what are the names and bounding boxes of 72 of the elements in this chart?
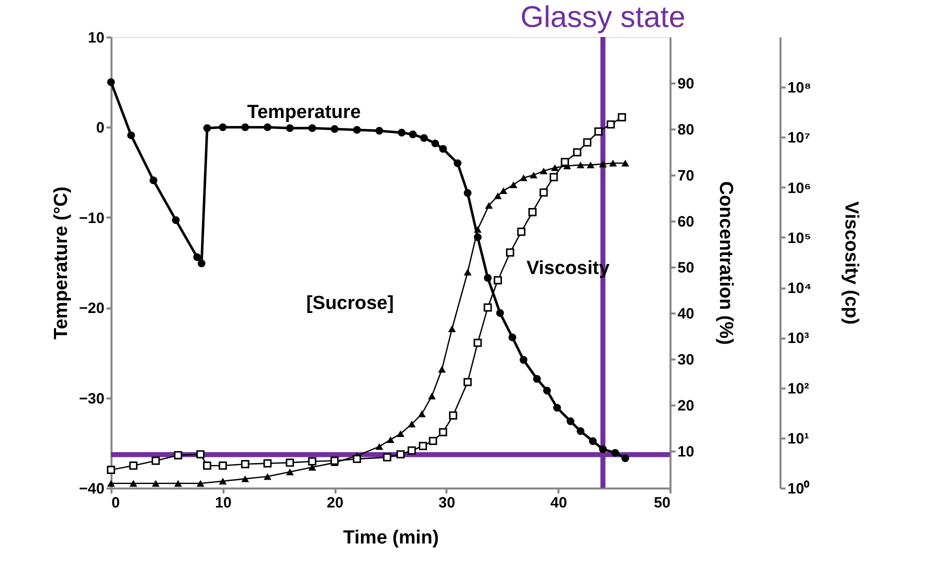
y2-tick-label: 90	[678, 76, 694, 93]
point	[594, 127, 603, 136]
y2-tick-label: 10	[678, 444, 694, 461]
point	[263, 459, 272, 468]
y2-tick-label: 80	[678, 122, 694, 139]
y-tick-label: 0	[96, 120, 104, 137]
point	[308, 457, 316, 466]
y-tick-label: 10	[88, 30, 104, 46]
y2-tick-label: 30	[678, 352, 694, 369]
x-tick-label: 20	[326, 494, 344, 512]
y3-tick-label: 10⁶	[788, 180, 812, 197]
y3-tick-label: 10¹	[788, 430, 810, 448]
annotation: Temperature	[247, 102, 361, 123]
point	[396, 450, 405, 458]
point	[484, 303, 492, 312]
point	[449, 411, 458, 420]
x-tick-label: 30	[438, 494, 456, 512]
point	[494, 276, 502, 284]
point	[152, 456, 160, 465]
x-tick-label: 0	[112, 494, 120, 512]
y2-axis-title: Concentration (%)	[715, 181, 736, 345]
x-axis-title: Time (min)	[343, 528, 439, 548]
y3-tick-label: 10⁸	[788, 80, 812, 97]
point	[618, 113, 626, 122]
y3-tick-label: 10³	[788, 330, 810, 348]
point	[550, 173, 558, 182]
y2-tick-label: 70	[678, 168, 694, 185]
y-tick-label: −40	[79, 480, 104, 498]
y3-tick-label: 10⁵	[788, 230, 812, 247]
y-axis-title: Temperature (°C)	[51, 186, 72, 340]
y-tick-label: −10	[79, 210, 104, 227]
y2-tick-label: 50	[678, 260, 694, 277]
point	[528, 208, 537, 216]
point	[286, 458, 294, 467]
y3-tick-label: 10⁷	[788, 130, 810, 147]
annotation: [Sucrose]	[306, 293, 394, 314]
y-tick-label: −30	[79, 390, 104, 408]
point	[203, 461, 212, 470]
point	[438, 428, 448, 436]
point	[573, 148, 582, 156]
point	[106, 466, 116, 474]
point	[408, 446, 416, 455]
point	[517, 228, 526, 236]
x-tick-label: 50	[654, 494, 670, 512]
y3-tick-label: 10⁴	[788, 280, 812, 298]
y3-axis-title: Viscosity (cp)	[840, 201, 862, 325]
point	[418, 442, 428, 450]
point	[352, 454, 362, 464]
y2-tick-label: 60	[678, 214, 694, 231]
x-tick-label: 40	[550, 494, 568, 512]
y-tick-label: −20	[79, 300, 104, 318]
y3-tick-label: 10⁰	[788, 480, 810, 498]
ref-line-label: Glassy state	[520, 1, 686, 34]
y2-tick-label: 20	[678, 398, 694, 415]
point	[330, 456, 339, 465]
point	[474, 338, 482, 347]
point	[174, 451, 182, 460]
y2-tick-label: 40	[678, 306, 694, 323]
point	[506, 248, 514, 257]
point	[129, 461, 138, 470]
point	[218, 461, 227, 470]
point	[540, 188, 548, 197]
point	[464, 378, 472, 386]
point	[383, 453, 392, 462]
x-tick-label: 10	[214, 494, 232, 512]
point	[606, 120, 615, 129]
point	[241, 460, 250, 468]
point	[560, 158, 570, 166]
y3-tick-label: 10²	[788, 380, 810, 398]
point	[583, 138, 592, 146]
point	[196, 450, 205, 458]
point	[428, 436, 438, 446]
